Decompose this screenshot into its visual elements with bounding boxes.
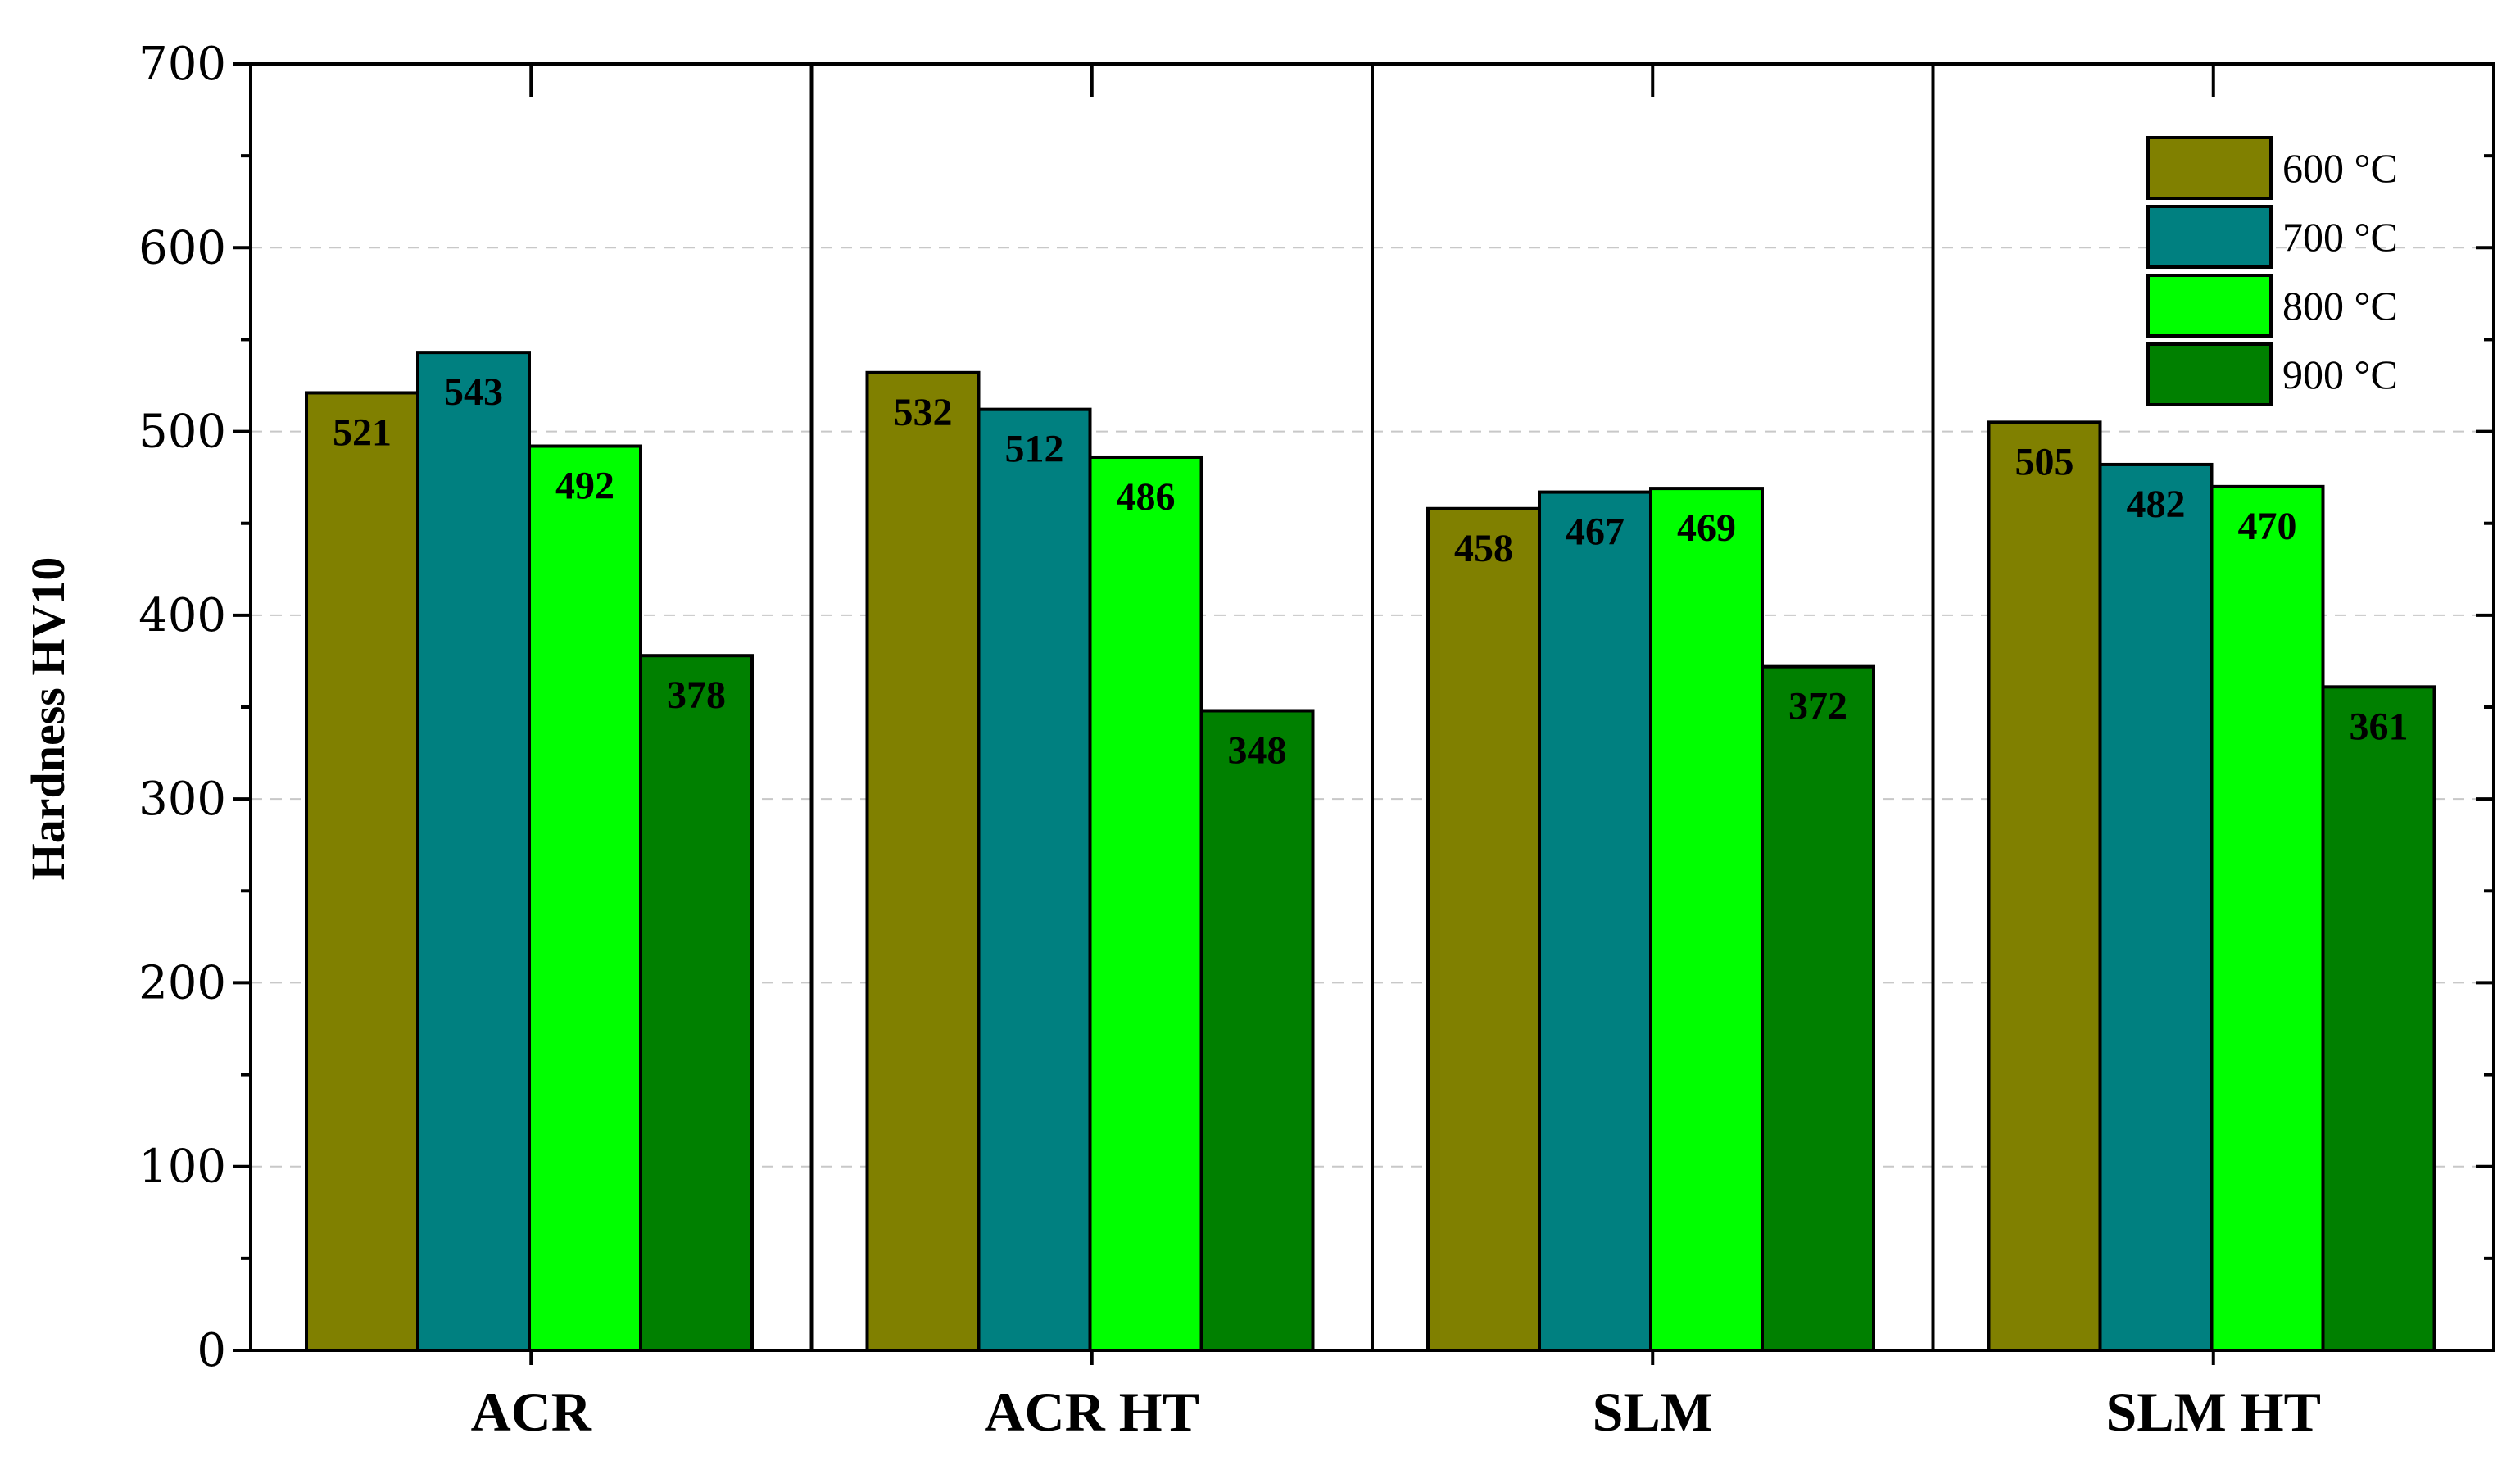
data-label: 470 bbox=[2238, 505, 2297, 548]
legend-swatch bbox=[2146, 205, 2273, 269]
legend-label: 600 °C bbox=[2282, 145, 2398, 191]
bar-slm-600 bbox=[1426, 506, 1541, 1352]
bar-acr-900 bbox=[639, 654, 754, 1352]
data-label: 467 bbox=[1566, 510, 1625, 554]
y-tick-label: 300 bbox=[138, 773, 226, 826]
legend-label: 700 °C bbox=[2282, 214, 2398, 260]
axes: 0 100 200 300 400 500 600 700 ACR ACR HT SLM SLM HT bbox=[138, 38, 2495, 1443]
bar-acr-ht-900 bbox=[1199, 709, 1315, 1352]
legend-label: 900 °C bbox=[2282, 352, 2398, 397]
data-label: 505 bbox=[2015, 440, 2074, 483]
group-dividers bbox=[809, 64, 1935, 1350]
bar-acr-700 bbox=[416, 351, 531, 1353]
bar-acr-800 bbox=[528, 444, 642, 1352]
x-category-label: SLM bbox=[1593, 1381, 1713, 1443]
y-axis-title: Hardness HV10 bbox=[21, 557, 75, 881]
data-label: 458 bbox=[1454, 527, 1513, 570]
y-tick-label: 600 bbox=[138, 221, 226, 274]
data-label: 512 bbox=[1005, 428, 1064, 471]
y-tick-label: 100 bbox=[138, 1141, 226, 1194]
legend-swatch bbox=[2146, 274, 2273, 338]
y-tick-label: 200 bbox=[138, 956, 226, 1009]
bar-acr-ht-700 bbox=[977, 407, 1092, 1353]
data-label: 486 bbox=[1117, 475, 1176, 519]
data-label: 543 bbox=[444, 370, 503, 414]
legend-swatch bbox=[2146, 342, 2273, 406]
y-tick-label: 0 bbox=[197, 1324, 226, 1377]
bar-slm-800 bbox=[1649, 487, 1764, 1352]
data-label: 532 bbox=[894, 391, 953, 434]
bar-acr-600 bbox=[305, 391, 419, 1352]
bar-acr-ht-800 bbox=[1088, 455, 1203, 1352]
x-category-label: ACR HT bbox=[984, 1381, 1199, 1443]
bar-slm-700 bbox=[1538, 490, 1652, 1352]
data-labels: 521 543 492 378 532 512 486 348 458 467 469 372 505 4… bbox=[333, 370, 2409, 772]
legend-label: 800 °C bbox=[2282, 283, 2398, 329]
y-tick-label: 500 bbox=[138, 406, 226, 459]
data-label: 492 bbox=[555, 465, 614, 508]
bar-slm-900 bbox=[1761, 664, 1875, 1352]
data-label: 348 bbox=[1228, 728, 1287, 772]
y-tick-label: 700 bbox=[138, 38, 226, 91]
x-category-label: ACR bbox=[471, 1381, 592, 1443]
y-tick-label: 400 bbox=[138, 589, 226, 642]
bar-slm-ht-800 bbox=[2210, 484, 2325, 1352]
legend: 600 °C 700 °C 800 °C 900 °C bbox=[2146, 136, 2398, 406]
legend-swatch bbox=[2146, 136, 2273, 200]
x-category-label: SLM HT bbox=[2105, 1381, 2321, 1443]
data-label: 361 bbox=[2350, 705, 2409, 748]
data-label: 378 bbox=[667, 674, 726, 717]
bar-acr-ht-600 bbox=[865, 370, 981, 1352]
bar-slm-ht-600 bbox=[1987, 420, 2102, 1352]
data-label: 482 bbox=[2127, 483, 2186, 526]
data-label: 469 bbox=[1677, 506, 1736, 550]
data-label: 521 bbox=[333, 410, 392, 454]
data-label: 372 bbox=[1788, 685, 1847, 728]
bar-slm-ht-700 bbox=[2098, 462, 2214, 1352]
bars bbox=[305, 351, 2436, 1353]
bar-slm-ht-900 bbox=[2321, 685, 2436, 1352]
